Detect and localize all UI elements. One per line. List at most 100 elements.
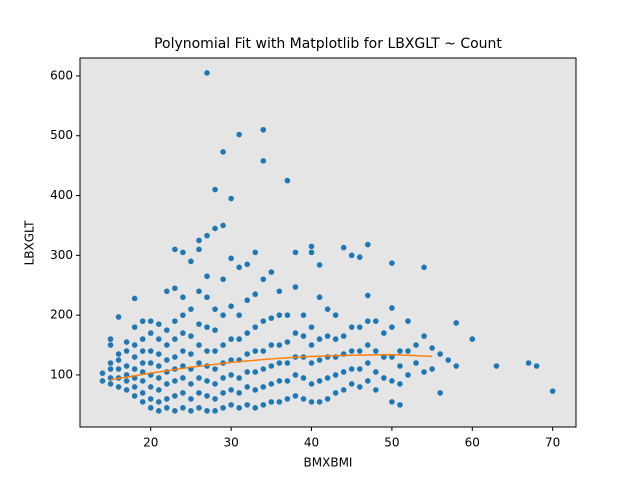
point bbox=[164, 288, 170, 295]
point bbox=[308, 249, 315, 256]
point bbox=[172, 408, 178, 414]
point bbox=[164, 342, 170, 348]
point bbox=[220, 149, 226, 155]
point bbox=[260, 126, 267, 133]
point bbox=[139, 348, 146, 354]
point bbox=[139, 390, 146, 396]
point bbox=[131, 384, 138, 390]
point bbox=[244, 384, 251, 390]
x-tick-label: 20 bbox=[143, 436, 158, 450]
point bbox=[196, 405, 202, 411]
point bbox=[340, 333, 347, 339]
point bbox=[236, 405, 242, 411]
point bbox=[373, 369, 379, 375]
point bbox=[123, 348, 130, 354]
point bbox=[292, 330, 299, 336]
point bbox=[453, 363, 460, 369]
point bbox=[220, 375, 226, 381]
point bbox=[413, 342, 419, 348]
point bbox=[389, 378, 395, 384]
point bbox=[308, 381, 315, 387]
point bbox=[139, 360, 146, 366]
point bbox=[236, 264, 242, 271]
point bbox=[220, 405, 226, 411]
point bbox=[356, 348, 363, 354]
point bbox=[212, 186, 218, 193]
point bbox=[364, 292, 371, 299]
point bbox=[252, 405, 259, 411]
point bbox=[308, 360, 315, 366]
point bbox=[147, 396, 154, 402]
point bbox=[268, 315, 275, 321]
point bbox=[131, 354, 138, 360]
point bbox=[405, 372, 411, 378]
point bbox=[188, 306, 194, 312]
point bbox=[324, 354, 331, 360]
point bbox=[300, 333, 307, 339]
point bbox=[196, 246, 202, 253]
point bbox=[332, 312, 339, 318]
x-tick-label: 60 bbox=[465, 436, 480, 450]
point bbox=[188, 381, 194, 387]
point bbox=[164, 381, 170, 387]
point bbox=[131, 366, 138, 372]
point bbox=[123, 387, 130, 393]
point bbox=[164, 357, 170, 363]
point bbox=[252, 369, 259, 375]
point bbox=[421, 264, 427, 271]
point bbox=[324, 333, 331, 339]
point bbox=[115, 366, 122, 372]
point bbox=[196, 390, 202, 396]
point bbox=[421, 369, 427, 375]
point bbox=[188, 333, 194, 339]
point bbox=[533, 363, 540, 369]
point bbox=[340, 387, 347, 393]
point bbox=[348, 366, 355, 372]
point bbox=[228, 372, 234, 378]
point bbox=[228, 387, 234, 393]
point bbox=[284, 360, 291, 366]
y-tick-label: 300 bbox=[50, 248, 73, 262]
point bbox=[381, 354, 387, 360]
point bbox=[131, 393, 138, 399]
point bbox=[155, 336, 162, 342]
point bbox=[204, 70, 210, 76]
point bbox=[300, 312, 307, 318]
point bbox=[196, 360, 202, 366]
point bbox=[188, 351, 194, 357]
point bbox=[236, 336, 242, 342]
point bbox=[381, 375, 387, 381]
point bbox=[373, 348, 379, 354]
point bbox=[260, 384, 267, 390]
x-tick-label: 50 bbox=[384, 436, 399, 450]
point bbox=[155, 375, 162, 381]
point bbox=[228, 336, 234, 342]
point bbox=[172, 246, 178, 253]
point bbox=[123, 339, 130, 345]
point bbox=[356, 366, 363, 372]
point bbox=[332, 336, 339, 342]
point bbox=[139, 399, 146, 405]
point bbox=[180, 330, 186, 336]
point bbox=[453, 320, 460, 326]
point bbox=[164, 396, 170, 402]
point bbox=[212, 327, 218, 333]
point bbox=[364, 342, 371, 348]
point bbox=[252, 387, 259, 393]
point bbox=[180, 348, 186, 354]
point bbox=[252, 249, 259, 256]
chart-title: Polynomial Fit with Matplotlib for LBXGL… bbox=[154, 36, 502, 52]
point bbox=[292, 372, 299, 378]
point bbox=[212, 396, 218, 402]
point bbox=[364, 360, 371, 366]
point bbox=[180, 312, 186, 318]
point bbox=[260, 348, 267, 354]
y-axis-label: LBXGLT bbox=[23, 220, 37, 265]
point bbox=[236, 390, 242, 396]
point bbox=[196, 321, 202, 327]
point bbox=[373, 318, 379, 324]
point bbox=[364, 241, 371, 248]
point bbox=[212, 381, 218, 387]
point bbox=[107, 366, 114, 372]
point bbox=[172, 318, 178, 324]
